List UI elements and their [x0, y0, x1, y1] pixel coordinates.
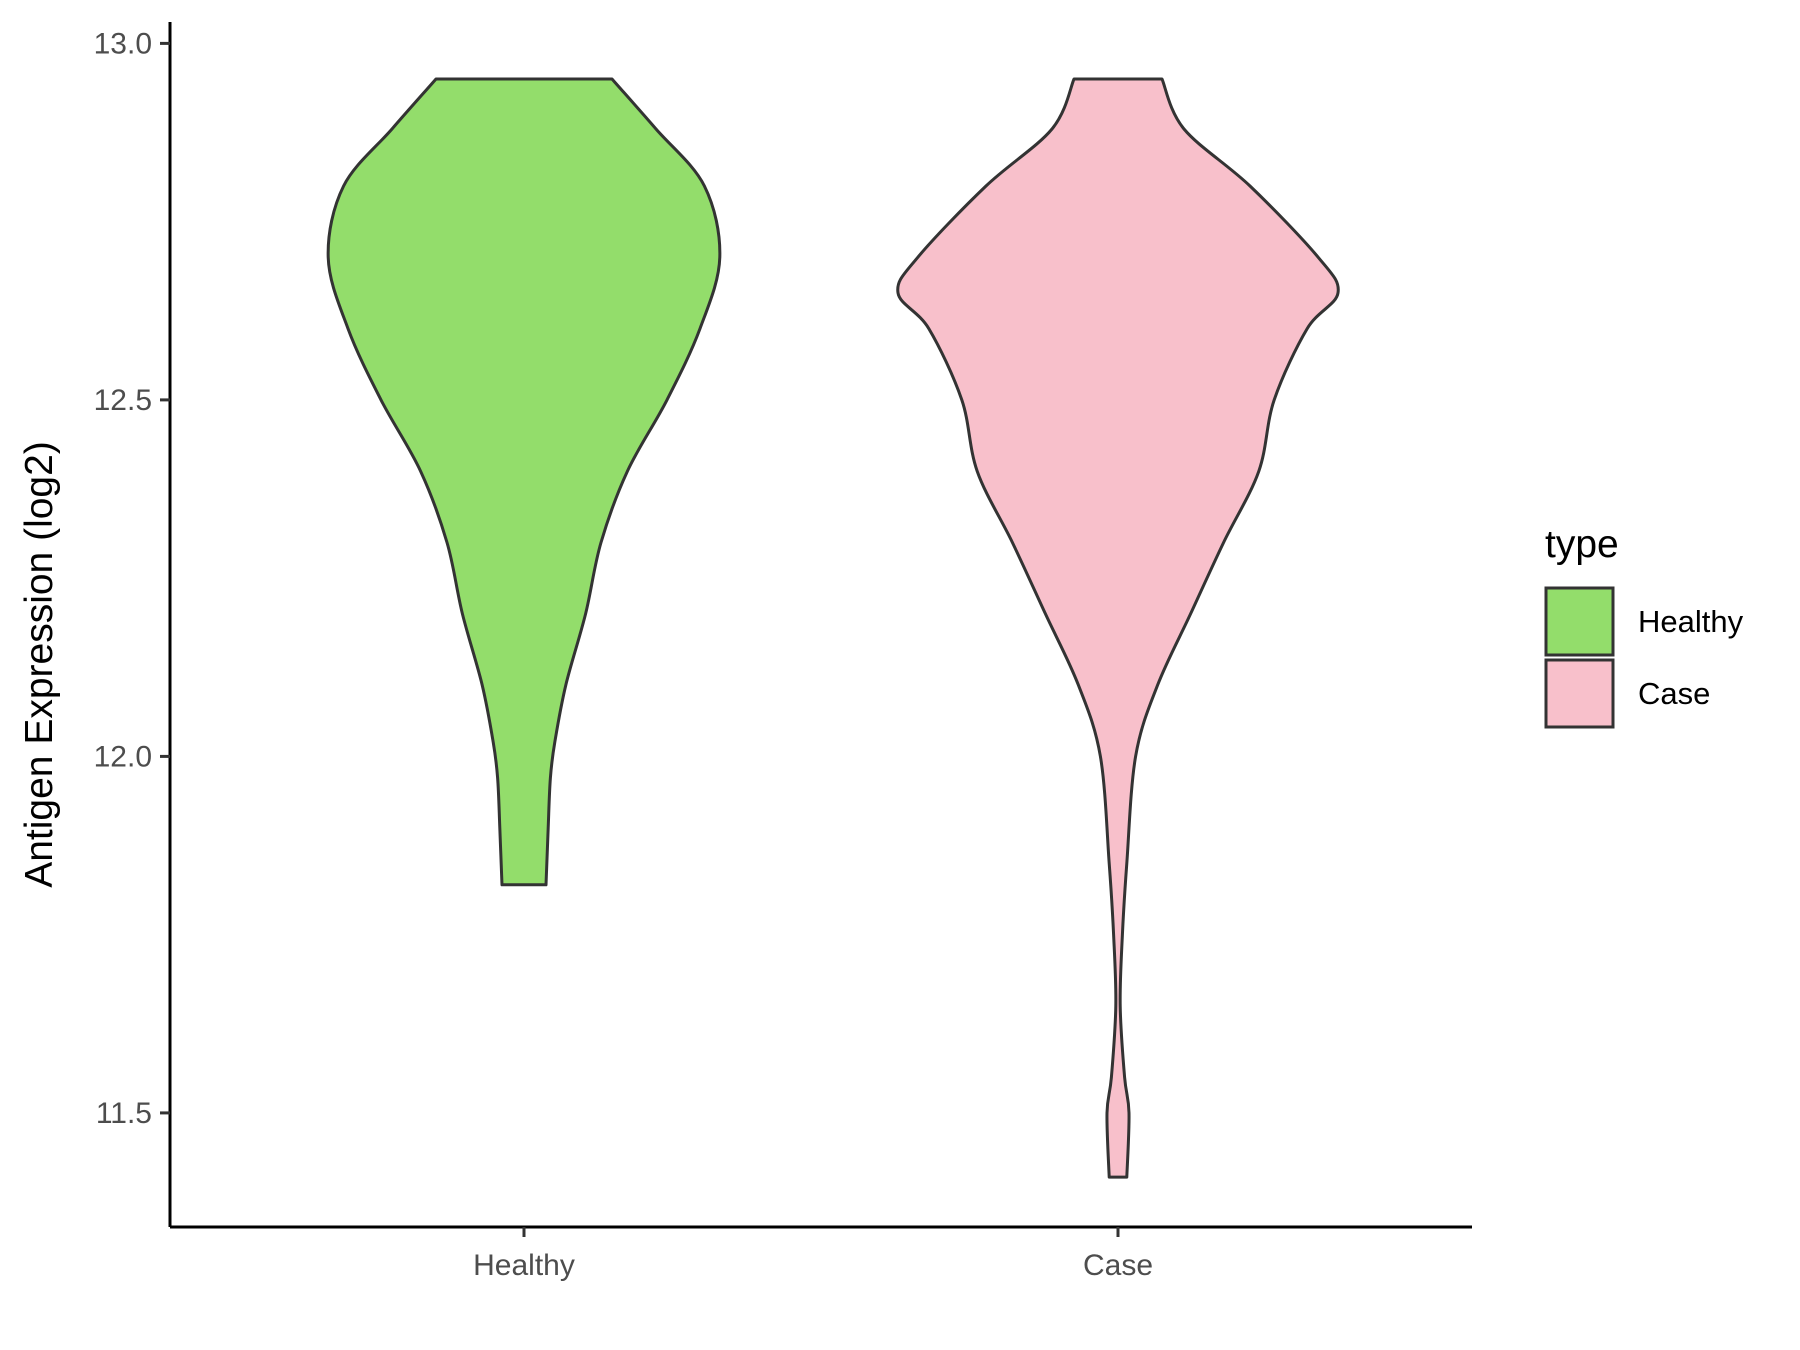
- legend-swatch-case: [1544, 658, 1615, 729]
- y-tick-label: 13.0: [94, 27, 152, 60]
- legend-title: type: [1545, 523, 1619, 566]
- y-tick-label: 11.5: [96, 1097, 152, 1130]
- y-axis-ticks: 11.5 12.0 12.5 13.0: [94, 27, 170, 1130]
- violin-healthy: [326, 77, 722, 887]
- x-tick-label: Case: [1083, 1249, 1153, 1282]
- x-tick-label: Healthy: [473, 1249, 575, 1282]
- legend-label-case: Case: [1638, 676, 1710, 711]
- violin-group: [326, 77, 1340, 1179]
- y-tick-label: 12.5: [94, 384, 152, 417]
- legend: type Healthy Case: [1544, 523, 1744, 729]
- legend-swatch-healthy: [1544, 586, 1615, 657]
- x-axis-ticks: Healthy Case: [473, 1227, 1153, 1282]
- y-tick-label: 12.0: [94, 740, 152, 773]
- legend-label-healthy: Healthy: [1638, 604, 1744, 639]
- violin-case: [896, 77, 1340, 1179]
- y-axis-title: Antigen Expression (log2): [18, 441, 61, 888]
